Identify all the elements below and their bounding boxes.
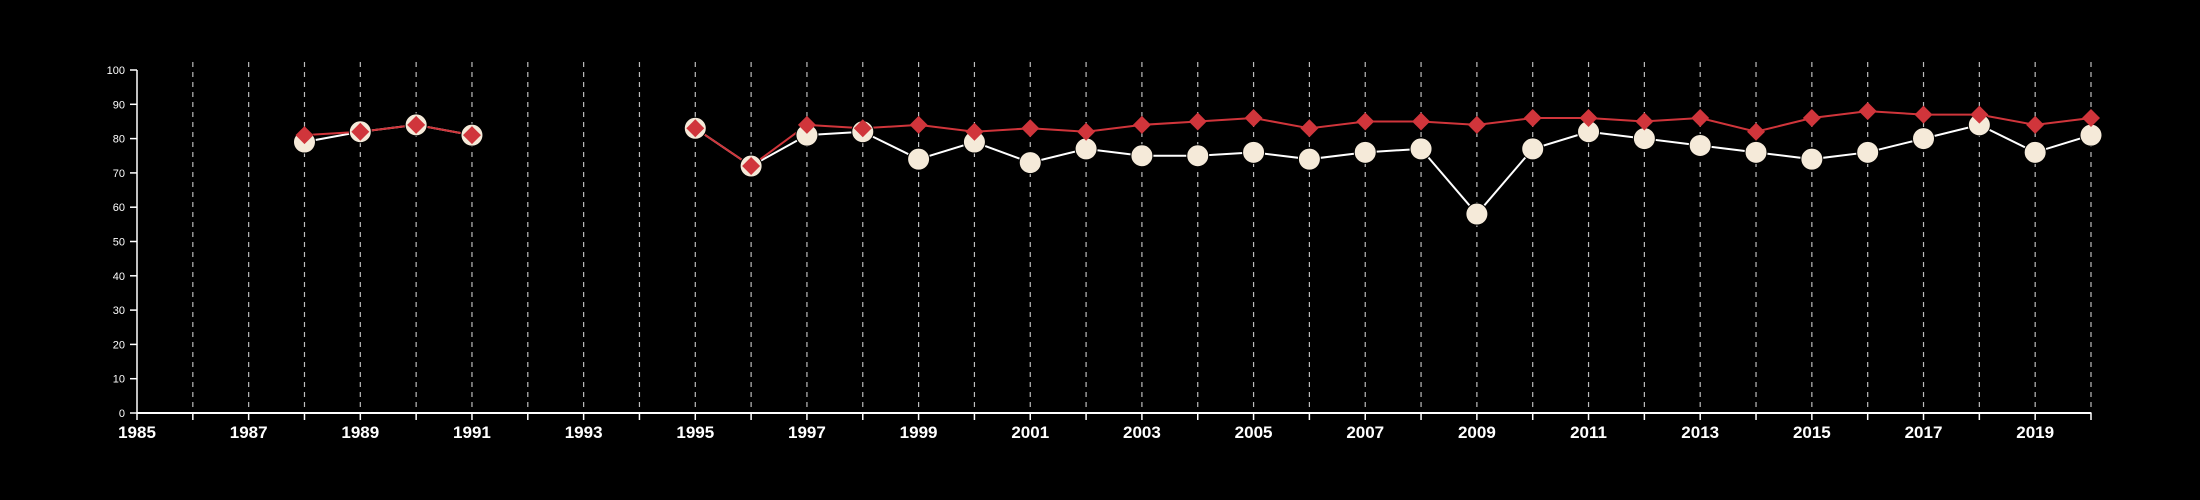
data-point (1970, 105, 1989, 124)
data-point (1914, 105, 1933, 124)
data-point (1691, 109, 1710, 128)
data-point (1912, 127, 1936, 151)
data-point (686, 119, 705, 138)
data-point (1579, 109, 1598, 128)
data-point (1412, 112, 1431, 131)
data-point (1018, 151, 1042, 175)
x-tick-label: 1991 (453, 423, 491, 442)
x-tick-label: 2011 (1570, 423, 1607, 442)
data-point (1632, 127, 1656, 151)
x-tick-label: 1987 (230, 423, 268, 442)
data-point (1688, 133, 1712, 157)
data-point (797, 115, 816, 134)
data-point (2023, 140, 2047, 164)
x-tick-label: 2019 (2016, 423, 2054, 442)
data-point (1074, 137, 1098, 161)
data-point (909, 115, 928, 134)
y-tick-label: 40 (113, 271, 125, 283)
data-point (1242, 140, 1266, 164)
data-point (1244, 109, 1263, 128)
y-tick-label: 10 (113, 374, 125, 386)
series-1-line (304, 123, 2092, 216)
y-tick-label: 60 (113, 202, 125, 214)
data-point (1856, 140, 1880, 164)
data-point (965, 122, 984, 141)
x-tick-label: 1995 (676, 423, 714, 442)
data-point (853, 119, 872, 138)
y-tick-label: 30 (113, 305, 125, 317)
series-1-markers (292, 113, 2103, 226)
y-axis-ticks: 0 10 20 30 40 50 60 70 80 90 100 (107, 65, 137, 420)
series-line-segment (694, 110, 2092, 168)
data-point (1130, 144, 1154, 168)
data-point (1858, 102, 1877, 121)
x-tick-label: 1985 (118, 423, 156, 442)
series-layer (292, 102, 2103, 226)
data-point (295, 126, 314, 145)
y-tick-label: 70 (113, 168, 125, 180)
data-point (1132, 115, 1151, 134)
series-line-segment (694, 123, 2092, 216)
x-tick-label: 2013 (1681, 423, 1719, 442)
data-point (1802, 109, 1821, 128)
x-tick-label: 2009 (1458, 423, 1496, 442)
data-point (1186, 144, 1210, 168)
series-2-markers (295, 102, 2100, 176)
data-point (1300, 119, 1319, 138)
data-point (1521, 137, 1545, 161)
data-point (1409, 137, 1433, 161)
data-point (1744, 140, 1768, 164)
data-point (1635, 112, 1654, 131)
data-point (1077, 122, 1096, 141)
x-tick-label: 1999 (900, 423, 938, 442)
data-point (407, 115, 426, 134)
data-point (2082, 109, 2100, 128)
x-tick-label: 2017 (1905, 423, 1943, 442)
y-tick-label: 90 (113, 99, 125, 111)
grid-lines (192, 62, 2092, 413)
data-point (2079, 123, 2103, 147)
x-tick-label: 2001 (1011, 423, 1049, 442)
y-tick-label: 100 (107, 65, 125, 77)
x-tick-label: 1997 (788, 423, 826, 442)
x-axis-ticks: 1985 1987 1989 1991 1993 1995 1997 1999 2001 2003… (118, 413, 2092, 442)
y-tick-label: 80 (113, 134, 125, 146)
data-point (742, 157, 761, 176)
data-point (1021, 119, 1040, 138)
series-2-line (304, 110, 2092, 168)
data-point (1356, 112, 1375, 131)
data-point (2026, 115, 2045, 134)
x-tick-label: 2007 (1346, 423, 1384, 442)
x-tick-label: 2015 (1793, 423, 1831, 442)
data-point (1297, 147, 1321, 171)
data-point (1465, 202, 1489, 226)
x-tick-label: 1989 (341, 423, 379, 442)
series-line-segment (304, 123, 473, 137)
data-point (907, 147, 931, 171)
data-point (1467, 115, 1486, 134)
data-point (351, 122, 370, 141)
x-tick-label: 1993 (565, 423, 603, 442)
data-point (1523, 109, 1542, 128)
y-tick-label: 20 (113, 339, 125, 351)
x-tick-label: 2005 (1235, 423, 1273, 442)
data-point (1747, 122, 1766, 141)
data-point (462, 126, 481, 145)
data-point (1800, 147, 1824, 171)
y-tick-label: 50 (113, 237, 125, 249)
data-point (1353, 140, 1377, 164)
x-tick-label: 2003 (1123, 423, 1161, 442)
y-tick-label: 0 (119, 408, 125, 420)
data-point (1188, 112, 1207, 131)
